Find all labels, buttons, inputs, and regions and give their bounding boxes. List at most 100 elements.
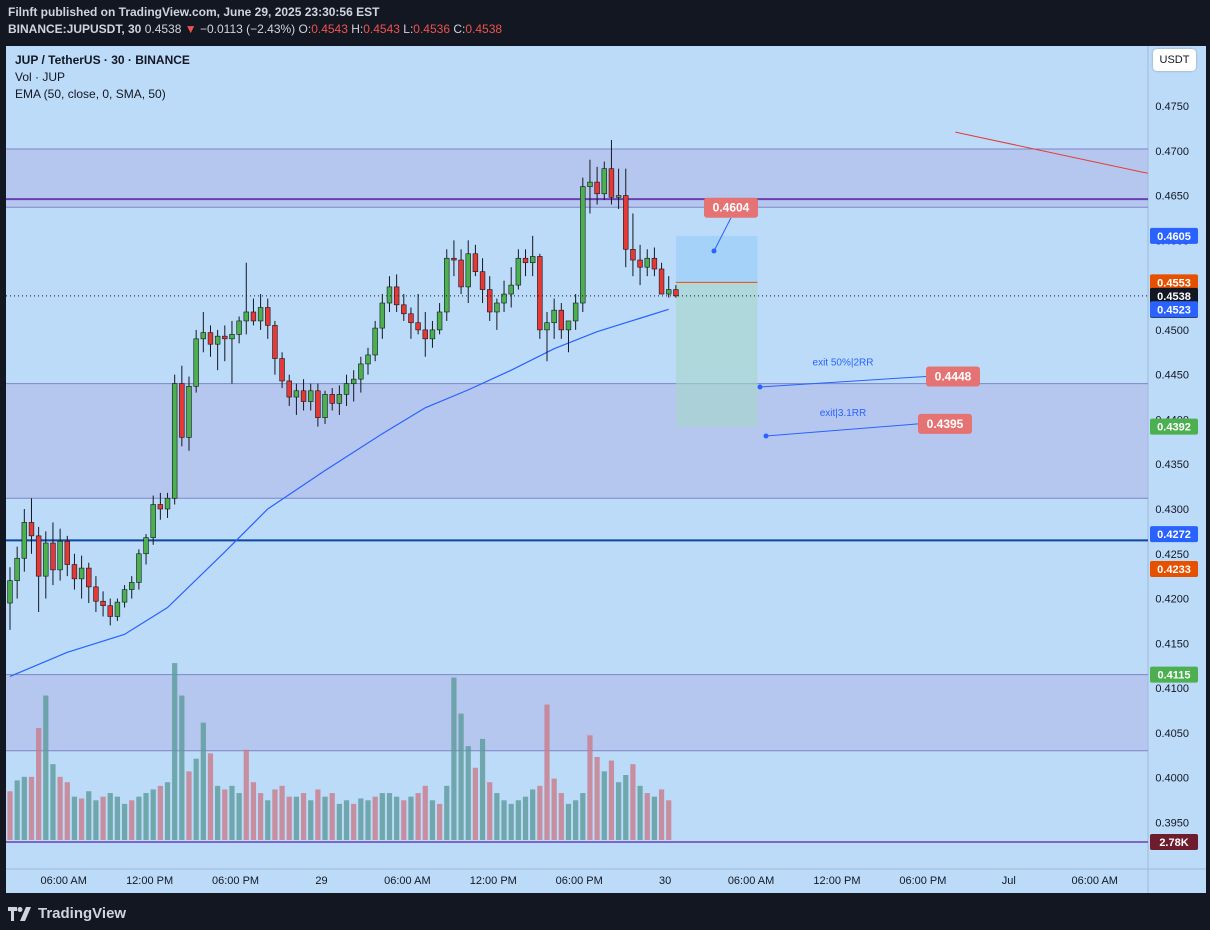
candle-body xyxy=(501,293,507,304)
axis-price-label-text: 0.4272 xyxy=(1157,529,1191,541)
callout-text: 0.4448 xyxy=(935,369,972,383)
low-value: 0.4536 xyxy=(413,22,450,36)
candle-body xyxy=(479,271,486,290)
volume-bar xyxy=(573,800,579,840)
volume-bar xyxy=(587,735,593,840)
volume-bar xyxy=(544,704,550,840)
volume-bar xyxy=(258,793,264,840)
x-tick-label: Jul xyxy=(1002,875,1016,887)
symbol: BINANCE:JUPUSDT, 30 xyxy=(8,22,142,36)
axis-price-label-text: 0.4605 xyxy=(1157,231,1191,243)
candle-body xyxy=(537,256,543,331)
candle-body xyxy=(666,289,672,295)
volume-bar xyxy=(537,785,543,840)
volume-bar xyxy=(358,798,364,840)
candle-body xyxy=(71,564,78,580)
candle-body xyxy=(565,320,572,331)
axis-volume-label-text: 2.78K xyxy=(1159,837,1188,849)
chart-frame[interactable]: 0.4604 0.4448 0.4395 exit 50%|2RR exit|3.1RR… xyxy=(6,46,1206,893)
candle-body xyxy=(207,332,214,345)
y-tick-label: 0.4100 xyxy=(1155,683,1189,695)
candle-body xyxy=(651,257,658,270)
volume-bar xyxy=(644,793,650,840)
y-tick-label: 0.4150 xyxy=(1155,638,1189,650)
candle-body xyxy=(522,257,529,264)
candle-body xyxy=(50,542,56,571)
volume-bar xyxy=(172,663,178,840)
candle-body xyxy=(78,567,85,580)
axis-price-label xyxy=(1150,560,1198,577)
volume-bar xyxy=(372,796,378,840)
candle-body xyxy=(615,195,622,198)
trendline xyxy=(955,131,1149,174)
volume-bar xyxy=(594,756,600,840)
candle-body xyxy=(100,600,106,607)
volume-bar xyxy=(300,793,307,840)
axis-price-label-text: 0.4392 xyxy=(1157,422,1191,434)
callout-leader xyxy=(759,375,927,388)
exit-note: exit|3.1RR xyxy=(820,408,867,419)
x-tick-label: 06:00 PM xyxy=(899,875,946,887)
candle-body xyxy=(279,358,285,382)
callout-point xyxy=(711,248,717,254)
price-chart[interactable]: 0.4604 0.4448 0.4395 exit 50%|2RR exit|3.1RR… xyxy=(6,46,1206,893)
candle-body xyxy=(129,582,135,590)
candle-body xyxy=(508,284,514,295)
candle-body xyxy=(64,540,70,565)
candle-body xyxy=(114,601,121,617)
candle-body xyxy=(630,248,636,261)
volume-bar xyxy=(365,800,371,840)
candle-body xyxy=(265,307,271,326)
candle-body xyxy=(350,378,357,384)
candle-body xyxy=(193,338,199,387)
candle-body xyxy=(315,390,321,418)
candle-body xyxy=(179,383,185,438)
volume-bar xyxy=(286,796,292,840)
y-tick-label: 0.4300 xyxy=(1155,504,1189,516)
volume-bar xyxy=(114,796,120,840)
candle-body xyxy=(515,257,522,286)
publisher-line: Filnft published on TradingView.com, Jun… xyxy=(8,5,380,19)
volume-bar xyxy=(279,785,285,840)
position-reward-zone xyxy=(675,282,758,427)
candle-body xyxy=(21,522,28,559)
candle-body xyxy=(587,181,593,187)
zone-mid xyxy=(6,383,1148,499)
last-price: 0.4538 xyxy=(144,22,182,36)
candle-body xyxy=(93,586,99,602)
volume-bar xyxy=(472,767,478,840)
position-risk-zone xyxy=(675,235,758,283)
y-tick-label: 0.3950 xyxy=(1155,817,1189,829)
volume-bar xyxy=(129,800,135,840)
candle-body xyxy=(529,256,536,264)
volume-bar xyxy=(394,796,400,840)
candle-body xyxy=(422,329,428,340)
volume-bar xyxy=(71,796,78,840)
axis-price-label-text: 0.4553 xyxy=(1157,277,1191,289)
candle-body xyxy=(601,168,607,195)
candle-body xyxy=(465,253,471,288)
candle-body xyxy=(451,257,457,261)
volume-bar xyxy=(608,760,615,840)
candle-body xyxy=(544,322,550,331)
y-tick-label: 0.4650 xyxy=(1155,191,1189,203)
axis-price-label xyxy=(1150,301,1198,318)
x-tick-label: 06:00 AM xyxy=(728,875,774,887)
candle-body xyxy=(57,540,63,571)
candle-body xyxy=(329,394,335,404)
candle-body xyxy=(186,386,192,438)
candle-body xyxy=(408,313,414,324)
axis-price-label xyxy=(1150,274,1198,291)
y-tick-label: 0.4000 xyxy=(1155,773,1189,785)
candle-body xyxy=(658,268,665,295)
x-tick-label: 06:00 AM xyxy=(384,875,430,887)
y-tick-label: 0.4500 xyxy=(1155,325,1189,337)
volume-bar xyxy=(658,789,665,840)
volume-bar xyxy=(522,796,529,840)
candle-body xyxy=(436,311,443,331)
volume-bar xyxy=(429,800,436,840)
candle-body xyxy=(322,394,328,418)
legend-volume: Vol · JUP xyxy=(15,70,66,84)
currency-button[interactable]: USDT xyxy=(1153,49,1196,71)
candle-body xyxy=(551,309,557,324)
